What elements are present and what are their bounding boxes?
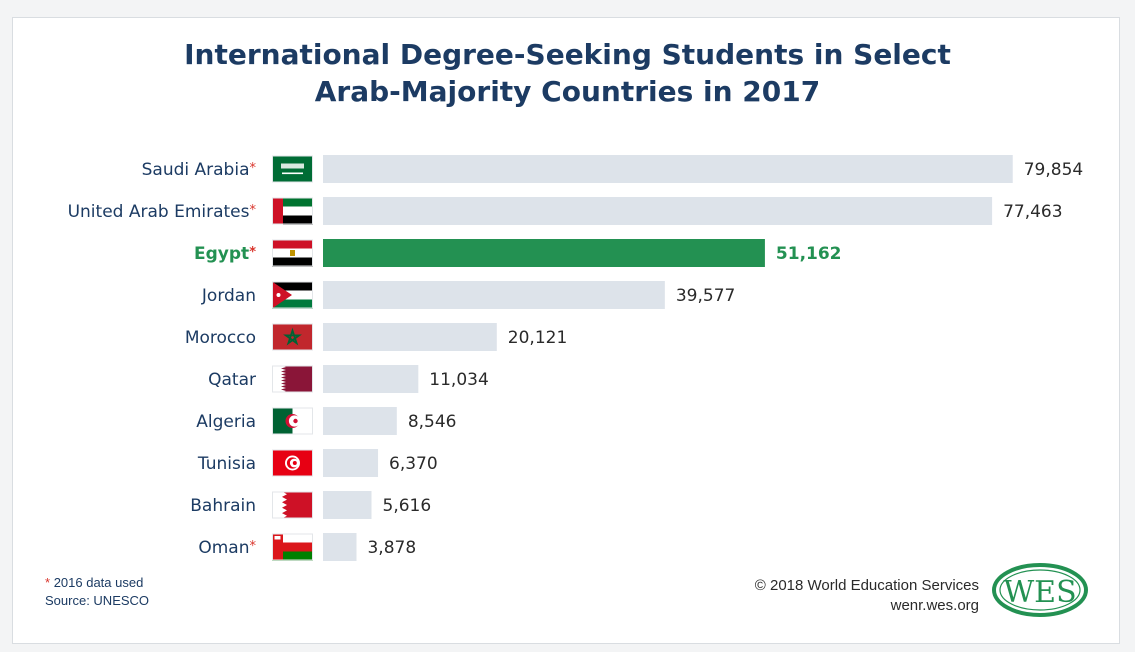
category-label: Morocco: [185, 328, 256, 348]
bar: [323, 239, 765, 267]
category-name: Algeria: [196, 412, 256, 432]
chart-row: Saudi Arabia* 79,854: [142, 155, 1083, 183]
oman-flag-icon: [272, 533, 313, 561]
bar: [323, 533, 357, 561]
value-label: 20,121: [508, 328, 567, 348]
category-label: Algeria: [196, 412, 256, 432]
value-label: 51,162: [776, 244, 842, 264]
chart-row: Bahrain 5,616: [190, 491, 431, 519]
saudi-arabia-flag-icon: [272, 155, 313, 183]
asterisk-marker: *: [250, 203, 257, 218]
uae-flag-icon: [272, 197, 313, 225]
value-label: 77,463: [1003, 202, 1062, 222]
category-label: United Arab Emirates*: [68, 202, 257, 222]
value-label: 79,854: [1024, 160, 1083, 180]
chart-row: Tunisia 6,370: [197, 449, 438, 477]
value-label: 39,577: [676, 286, 735, 306]
chart-row: United Arab Emirates* 77,463: [68, 197, 1063, 225]
value-label: 8,546: [408, 412, 457, 432]
footnote: * 2016 data used Source: UNESCO: [45, 574, 149, 610]
category-label: Jordan: [201, 286, 256, 306]
source-text: Source: UNESCO: [45, 593, 150, 608]
footnote-text: 2016 data used: [53, 575, 144, 590]
value-label: 11,034: [429, 370, 488, 390]
bahrain-flag-icon: [272, 491, 313, 519]
category-name: Jordan: [201, 286, 256, 306]
chart-row: Morocco 20,121: [185, 323, 567, 351]
value-label: 5,616: [383, 496, 432, 516]
morocco-flag-icon: [272, 323, 313, 351]
chart-row: Jordan 39,577: [201, 281, 735, 309]
category-label: Oman*: [198, 538, 256, 558]
chart-row: Algeria 8,546: [196, 407, 456, 435]
asterisk-marker: *: [250, 161, 257, 176]
category-name: Tunisia: [197, 454, 256, 474]
bar: [323, 155, 1013, 183]
qatar-flag-icon: [272, 365, 313, 393]
chart-row: Qatar 11,034: [208, 365, 489, 393]
bar: [323, 197, 993, 225]
algeria-flag-icon: [272, 407, 313, 435]
chart-card: [12, 17, 1120, 644]
bar: [323, 365, 419, 393]
wes-logo: WES: [992, 563, 1088, 617]
website-link[interactable]: wenr.wes.org: [890, 597, 979, 614]
category-label: Egypt*: [194, 244, 256, 264]
category-name: United Arab Emirates: [68, 202, 250, 222]
asterisk-marker: *: [250, 539, 257, 554]
category-name: Saudi Arabia: [142, 160, 250, 180]
category-label: Bahrain: [190, 496, 256, 516]
value-label: 3,878: [367, 538, 416, 558]
bar: [323, 407, 397, 435]
category-name: Bahrain: [190, 496, 256, 516]
chart-row: Egypt* 51,162: [194, 239, 842, 267]
chart-title-line-1: International Degree-Seeking Students in…: [184, 38, 951, 71]
asterisk-marker: *: [249, 245, 256, 260]
egypt-flag-icon: [272, 239, 313, 267]
tunisia-flag-icon: [272, 449, 313, 477]
category-label: Qatar: [208, 370, 256, 390]
jordan-flag-icon: [272, 281, 313, 309]
bar: [323, 281, 665, 309]
category-name: Morocco: [185, 328, 256, 348]
category-label: Tunisia: [197, 454, 256, 474]
bar: [323, 449, 379, 477]
category-label: Saudi Arabia*: [142, 160, 257, 180]
chart-title: International Degree-Seeking Students in…: [0, 36, 1135, 110]
chart-row: Oman* 3,878: [198, 533, 416, 561]
footnote-asterisk: *: [45, 575, 51, 590]
bar: [323, 323, 497, 351]
copyright-text: © 2018 World Education Services: [754, 577, 979, 594]
wes-logo-text: WES: [1003, 575, 1076, 610]
category-name: Oman: [198, 538, 249, 558]
category-name: Qatar: [208, 370, 256, 390]
footnote-note: * 2016 data used: [45, 574, 149, 592]
category-name: Egypt: [194, 244, 249, 264]
chart-title-line-2: Arab-Majority Countries in 2017: [314, 75, 821, 108]
bar: [323, 491, 372, 519]
value-label: 6,370: [389, 454, 438, 474]
